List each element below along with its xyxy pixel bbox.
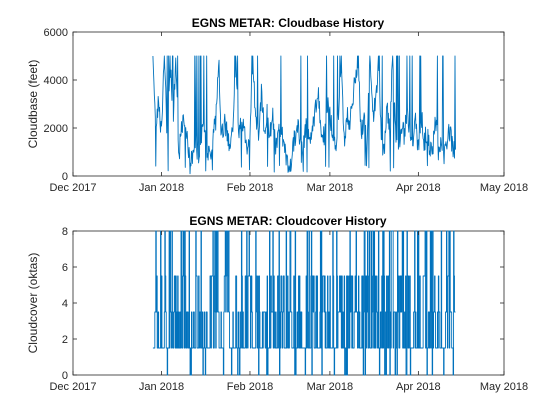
cloudbase-chart-title: EGNS METAR: Cloudbase History [192, 16, 385, 30]
cloudcover-x-tick-label: May 2018 [480, 381, 528, 393]
cloudcover-series-line [152, 230, 456, 376]
cloudbase-x-tick-label: Mar 2018 [307, 182, 353, 194]
cloudbase-y-axis-label: Cloudbase (feet) [26, 60, 40, 149]
cloudbase-x-ticks: Dec 2017 Jan 2018 Feb 2018 Mar 2018 Apr 2018… [49, 32, 528, 194]
cloudbase-x-tick-label: Apr 2018 [396, 182, 441, 194]
cloudbase-chart: EGNS METAR: Cloudbase History Dec 2017 Ja… [26, 16, 528, 194]
cloudbase-y-ticks: 0 2000 4000 6000 [44, 27, 504, 183]
cloudcover-y-ticks: 0 2 4 6 8 [62, 226, 504, 382]
cloudbase-x-tick-label: May 2018 [480, 182, 528, 194]
cloudbase-plot-area [72, 31, 505, 177]
cloudcover-y-tick-label: 4 [62, 298, 68, 310]
cloudcover-y-axis-label: Cloudcover (oktas) [26, 253, 40, 354]
cloudcover-y-tick-label: 8 [62, 226, 68, 238]
cloudcover-chart: EGNS METAR: Cloudcover History Dec 2017 J… [26, 214, 528, 393]
cloudbase-x-tick-label: Feb 2018 [227, 182, 273, 194]
cloudbase-x-tick-label: Jan 2018 [139, 182, 184, 194]
cloudbase-y-tick-label: 2000 [44, 123, 68, 135]
cloudcover-x-tick-label: Jan 2018 [139, 381, 184, 393]
cloudcover-y-tick-label: 2 [62, 334, 68, 346]
cloudbase-series-line [152, 55, 456, 175]
cloudcover-x-tick-label: Feb 2018 [227, 381, 273, 393]
cloudcover-chart-title: EGNS METAR: Cloudcover History [189, 214, 386, 228]
cloudcover-y-tick-label: 0 [62, 370, 68, 382]
cloudcover-series [152, 230, 456, 376]
cloudcover-x-ticks: Dec 2017 Jan 2018 Feb 2018 Mar 2018 Apr 2018… [49, 231, 528, 393]
cloudbase-y-tick-label: 0 [62, 171, 68, 183]
cloudcover-plot-area [72, 230, 505, 376]
cloudcover-x-tick-label: Dec 2017 [49, 381, 96, 393]
cloudcover-x-tick-label: Mar 2018 [307, 381, 353, 393]
cloudbase-y-tick-label: 4000 [44, 75, 68, 87]
cloudcover-x-tick-label: Apr 2018 [396, 381, 441, 393]
cloudbase-y-tick-label: 6000 [44, 27, 68, 39]
cloudbase-series [152, 55, 456, 175]
cloudcover-y-tick-label: 6 [62, 262, 68, 274]
cloudbase-x-tick-label: Dec 2017 [49, 182, 96, 194]
